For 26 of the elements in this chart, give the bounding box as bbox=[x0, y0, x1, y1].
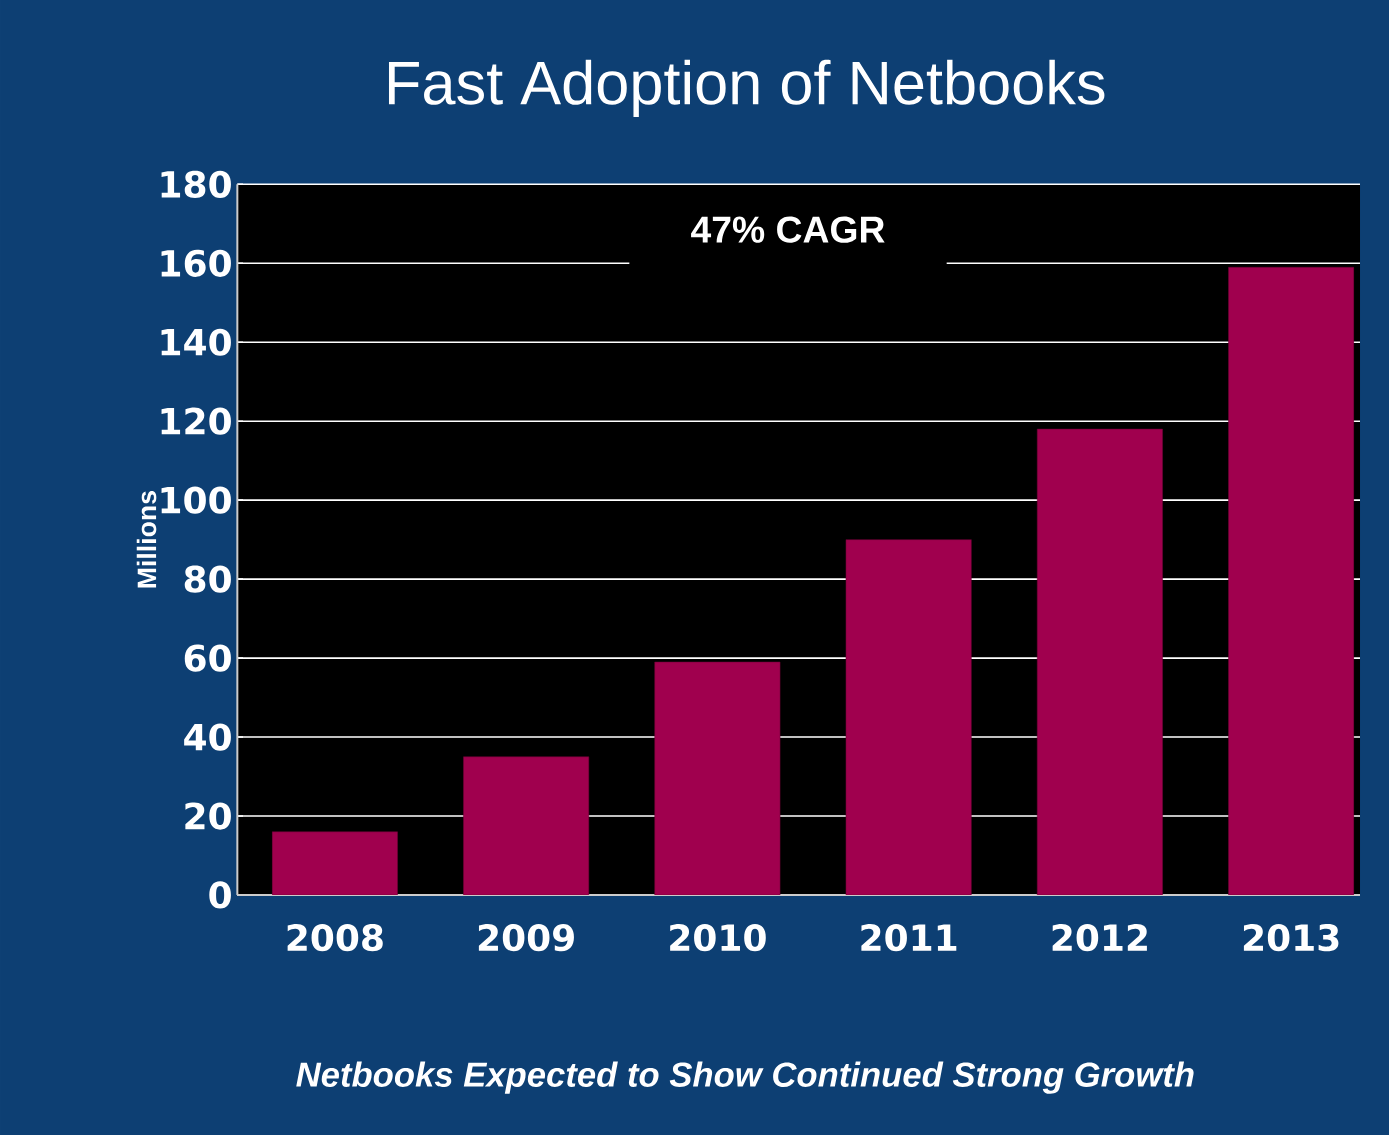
bar bbox=[1228, 266, 1355, 895]
y-tick-label: 20 bbox=[185, 802, 231, 830]
y-tick-label: 40 bbox=[184, 723, 231, 751]
x-tick-label: 2012 bbox=[1052, 924, 1147, 952]
x-tick-label: 2013 bbox=[1243, 924, 1339, 952]
y-tick-label: 60 bbox=[184, 644, 231, 672]
chart-title: Fast Adoption of Netbooks bbox=[388, 59, 1105, 117]
y-tick-label: 160 bbox=[161, 249, 231, 277]
y-tick-label: 120 bbox=[161, 407, 231, 435]
text: Netbooks Expected to Show Continued Strong Growth bbox=[296, 1061, 1194, 1094]
y-axis-title: Millions bbox=[136, 491, 157, 588]
bar bbox=[1036, 428, 1163, 895]
bar bbox=[845, 539, 972, 895]
y-tick-label: 80 bbox=[184, 565, 231, 593]
bar bbox=[463, 756, 590, 895]
y-tick-label: 100 bbox=[161, 486, 231, 514]
y-tick-label: 180 bbox=[161, 170, 231, 198]
y-tick-label: 140 bbox=[161, 328, 231, 356]
bar bbox=[654, 661, 781, 895]
x-tick-label: 2011 bbox=[861, 924, 957, 952]
bar bbox=[271, 831, 398, 895]
y-tick-label: 0 bbox=[209, 881, 231, 909]
x-tick-label: 2009 bbox=[478, 924, 574, 952]
x-tick-label: 2008 bbox=[287, 924, 383, 952]
x-tick-label: 2010 bbox=[670, 924, 766, 952]
annotation: 47% CAGR bbox=[691, 216, 885, 243]
